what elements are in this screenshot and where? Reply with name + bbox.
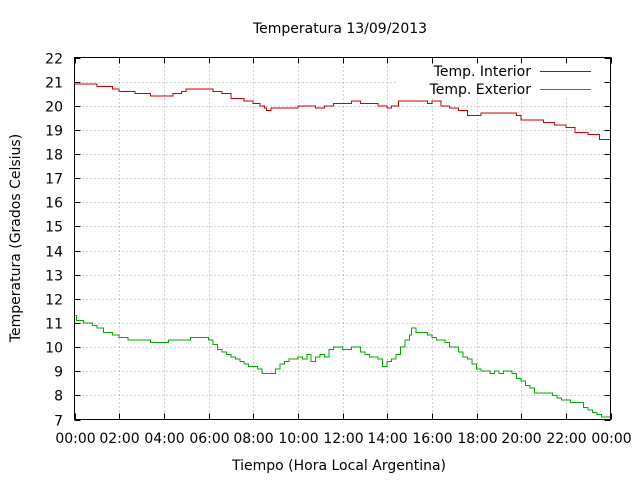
x-tick-label: 14:00 [367, 431, 407, 447]
x-tick-label: 06:00 [189, 431, 229, 447]
x-tick-label: 04:00 [144, 431, 184, 447]
y-tick-label: 10 [45, 341, 63, 357]
x-tick-label: 12:00 [323, 431, 363, 447]
series-line-exterior [74, 315, 611, 420]
y-tick-label: 13 [45, 269, 63, 285]
y-tick-label: 7 [54, 414, 63, 430]
grid [74, 57, 611, 420]
x-tick-label: 02:00 [99, 431, 139, 447]
x-tick-label: 10:00 [278, 431, 318, 447]
plot-frame [74, 57, 611, 420]
series-line-interior [74, 83, 611, 142]
y-tick-label: 16 [45, 196, 63, 212]
legend: Temp. Interior Temp. Exterior [429, 64, 591, 98]
x-tick-label: 20:00 [501, 431, 541, 447]
y-tick-label: 17 [45, 172, 63, 188]
x-tick-label: 16:00 [412, 431, 452, 447]
series-lines [74, 83, 611, 420]
axis-ticks: 00:00 02:00 04:00 06:00 08:00 10:00 12:00 14:00… [45, 52, 632, 448]
y-tick-label: 11 [45, 317, 63, 333]
legend-label-interior: Temp. Interior [433, 64, 532, 80]
x-axis-label: Tiempo (Hora Local Argentina) [231, 458, 446, 474]
y-tick-label: 22 [45, 52, 63, 68]
x-tick-label: 08:00 [233, 431, 273, 447]
x-tick-label: 00:00 [55, 431, 95, 447]
chart-title: Temperatura 13/09/2013 [252, 21, 427, 37]
x-tick-label: 18:00 [457, 431, 497, 447]
y-axis-label: Temperatura (Grados Celsius) [8, 134, 24, 343]
x-tick-label: 00:00 [591, 431, 631, 447]
y-tick-label: 20 [45, 100, 63, 116]
x-tick-label: 22:00 [546, 431, 586, 447]
y-tick-label: 12 [45, 293, 63, 309]
y-tick-label: 8 [54, 389, 63, 405]
y-tick-label: 15 [45, 220, 63, 236]
y-tick-label: 14 [45, 245, 63, 261]
legend-label-exterior: Temp. Exterior [429, 82, 532, 98]
y-tick-label: 9 [54, 365, 63, 381]
y-tick-label: 21 [45, 76, 63, 92]
y-tick-label: 19 [45, 124, 63, 140]
y-tick-label: 18 [45, 148, 63, 164]
